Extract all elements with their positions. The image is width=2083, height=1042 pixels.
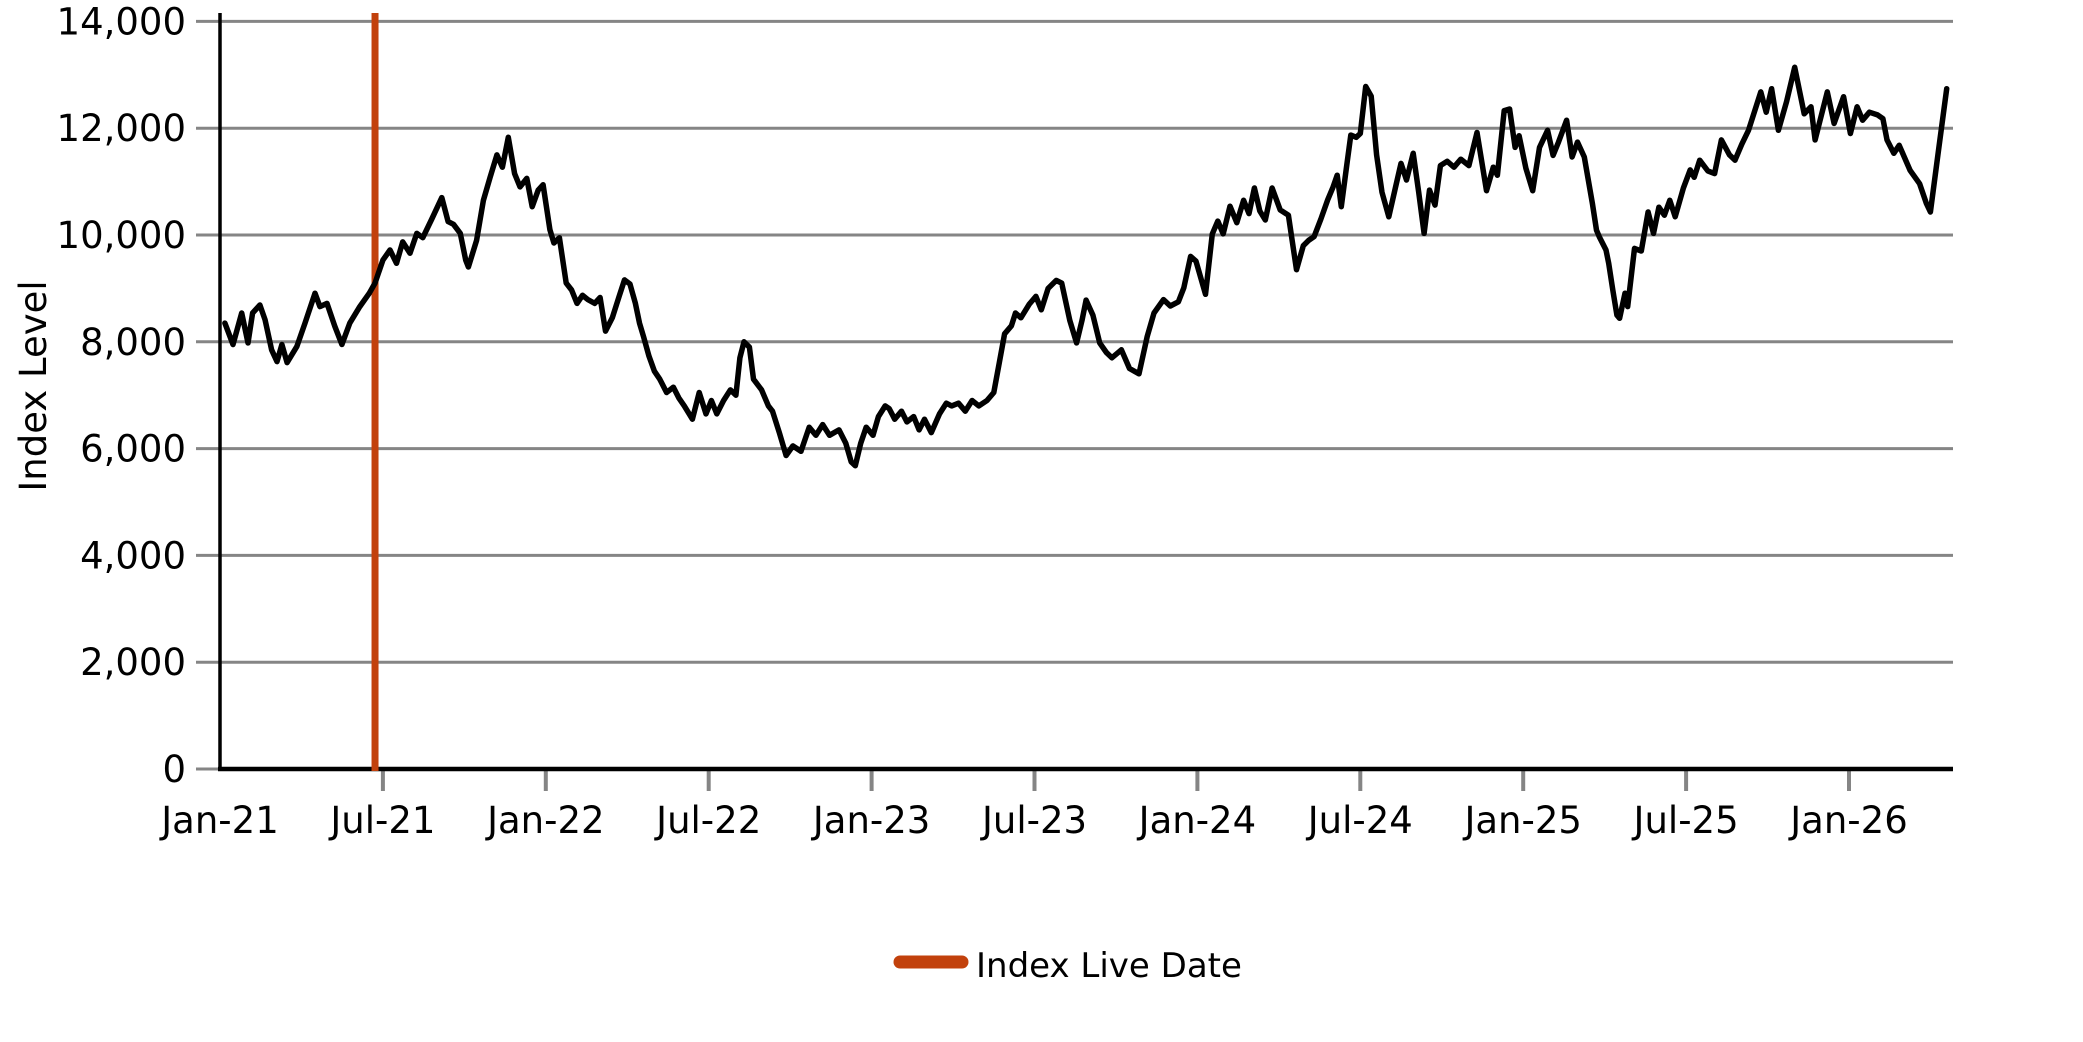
y-tick-label-10,000: 10,000 [57,214,186,257]
x-tick-label-Jan-24: Jan-24 [1137,799,1256,842]
gridlines-group [196,19,1953,771]
y-tick-label-2,000: 2,000 [80,641,186,684]
y-axis-title: Index Level [12,280,55,491]
x-tick-label-Jan-25: Jan-25 [1462,799,1581,842]
index-level-line [222,64,1950,469]
series-group [222,64,1950,469]
x-tick-label-Jan-26: Jan-26 [1788,799,1907,842]
x-tick-label-Jan-22: Jan-22 [485,799,604,842]
x-tick-label-Jul-25: Jul-25 [1632,799,1739,842]
y-tick-label-0: 0 [162,748,186,791]
y-tick-label-14,000: 14,000 [57,0,186,43]
legend: Index Live Date [893,946,1242,986]
y-tick-label-12,000: 12,000 [57,107,186,150]
x-tick-label-Jan-21: Jan-21 [159,799,278,842]
y-tick-label-8,000: 8,000 [80,321,186,364]
x-tick-label-Jul-22: Jul-22 [654,799,761,842]
x-tick-label-Jul-24: Jul-24 [1306,799,1413,842]
y-tick-label-4,000: 4,000 [80,534,186,577]
x-tick-label-Jul-21: Jul-21 [328,799,435,842]
tick-labels-group: 0 2,000 4,000 6,000 8,000 10,000 12,000 14,000 J… [57,0,1908,842]
x-tick-label-Jan-23: Jan-23 [811,799,930,842]
x-tick-label-Jul-23: Jul-23 [980,799,1087,842]
y-tick-label-6,000: 6,000 [80,428,186,471]
axes-group [218,13,1953,791]
legend-label: Index Live Date [976,946,1242,986]
